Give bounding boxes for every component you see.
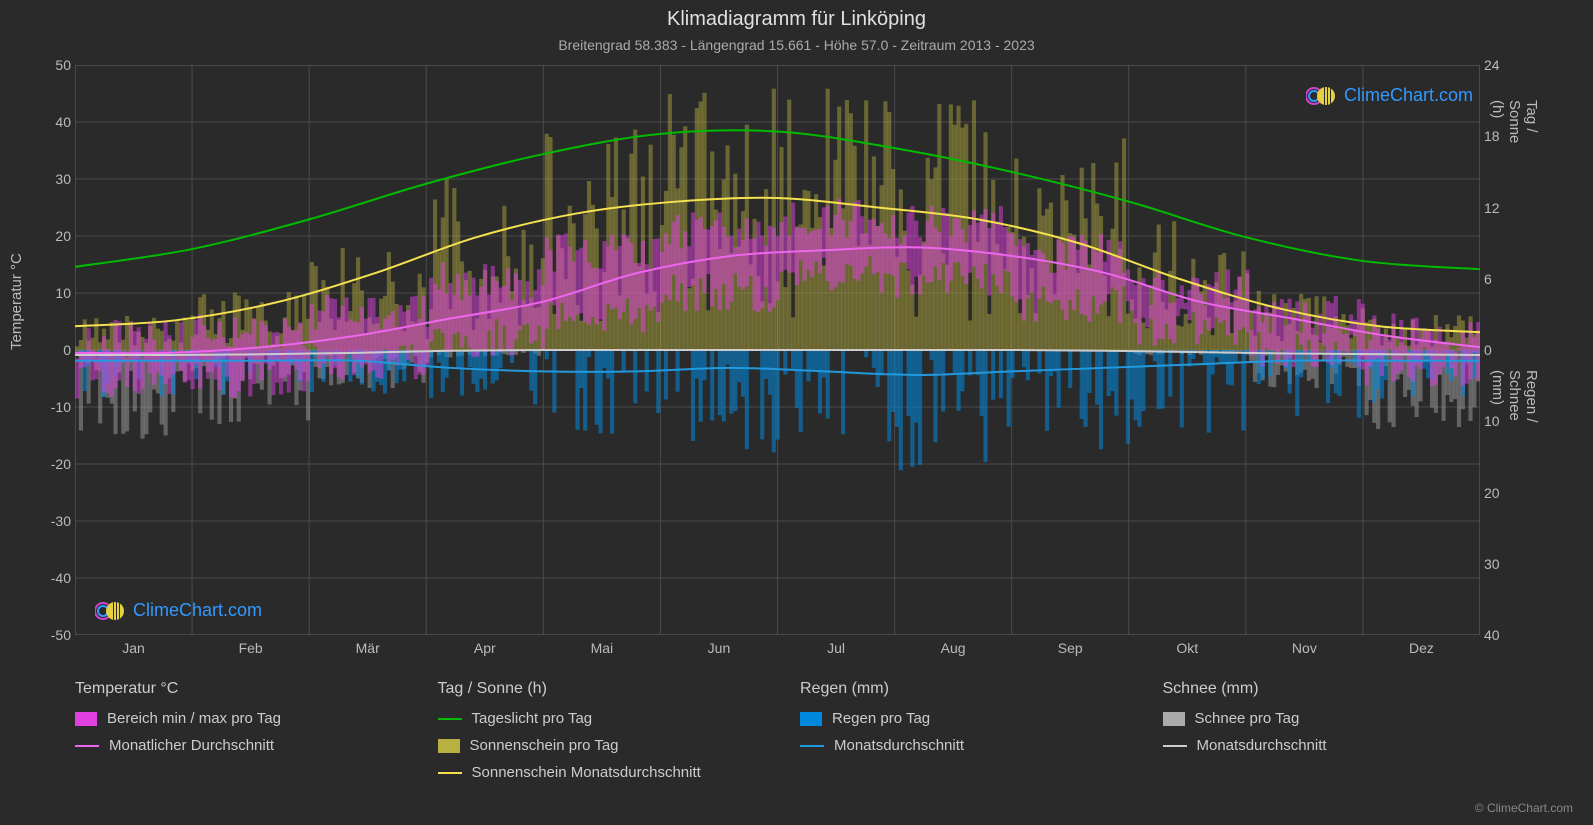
logo-icon bbox=[95, 601, 127, 621]
legend-title: Regen (mm) bbox=[800, 680, 1133, 698]
ytick-left: 50 bbox=[55, 57, 71, 73]
ytick-right-top: 6 bbox=[1484, 271, 1492, 287]
ytick-left: -40 bbox=[51, 570, 71, 586]
watermark-bottom: ClimeChart.com bbox=[95, 600, 262, 621]
ytick-right-top: 18 bbox=[1484, 128, 1500, 144]
chart-title: Klimadiagramm für Linköping bbox=[0, 0, 1593, 31]
legend-swatch bbox=[800, 712, 822, 726]
copyright-text: © ClimeChart.com bbox=[1475, 801, 1573, 815]
ytick-right-top: 12 bbox=[1484, 200, 1500, 216]
watermark-top: ClimeChart.com bbox=[1306, 85, 1473, 106]
legend-item: Tageslicht pro Tag bbox=[438, 710, 771, 727]
xtick-month: Mär bbox=[356, 640, 380, 656]
logo-icon bbox=[1306, 86, 1338, 106]
legend-swatch bbox=[1163, 745, 1187, 747]
ytick-left: 20 bbox=[55, 228, 71, 244]
legend-column: Schnee (mm) Schnee pro Tag Monatsdurchschn… bbox=[1163, 680, 1496, 791]
legend-item: Bereich min / max pro Tag bbox=[75, 710, 408, 727]
ytick-left: -50 bbox=[51, 627, 71, 643]
xtick-month: Mai bbox=[591, 640, 614, 656]
watermark-text: ClimeChart.com bbox=[133, 600, 262, 621]
legend: Temperatur °C Bereich min / max pro Tag Mo… bbox=[75, 680, 1495, 791]
ytick-right-top: 0 bbox=[1484, 342, 1492, 358]
ytick-left: 10 bbox=[55, 285, 71, 301]
xtick-month: Jun bbox=[708, 640, 731, 656]
legend-swatch bbox=[438, 739, 460, 753]
ytick-right-bottom: 10 bbox=[1484, 413, 1500, 429]
legend-label: Monatlicher Durchschnitt bbox=[109, 737, 274, 754]
xtick-month: Dez bbox=[1409, 640, 1434, 656]
legend-title: Temperatur °C bbox=[75, 680, 408, 698]
axis-left-label: Temperatur °C bbox=[8, 253, 25, 350]
legend-column: Regen (mm) Regen pro Tag Monatsdurchschnit… bbox=[800, 680, 1133, 791]
legend-item: Regen pro Tag bbox=[800, 710, 1133, 727]
ytick-left: -10 bbox=[51, 399, 71, 415]
ytick-right-bottom: 40 bbox=[1484, 627, 1500, 643]
legend-item: Monatsdurchschnitt bbox=[1163, 737, 1496, 754]
ytick-right-top: 24 bbox=[1484, 57, 1500, 73]
ytick-left: 40 bbox=[55, 114, 71, 130]
legend-swatch bbox=[75, 745, 99, 747]
xtick-month: Sep bbox=[1058, 640, 1083, 656]
legend-swatch bbox=[800, 745, 824, 747]
legend-label: Schnee pro Tag bbox=[1195, 710, 1300, 727]
legend-swatch bbox=[75, 712, 97, 726]
xtick-month: Aug bbox=[941, 640, 966, 656]
legend-label: Monatsdurchschnitt bbox=[1197, 737, 1327, 754]
x-axis: Jan Feb Mär Apr Mai Jun Jul Aug Sep Okt Nov Dez bbox=[75, 640, 1480, 660]
legend-label: Tageslicht pro Tag bbox=[472, 710, 593, 727]
legend-label: Bereich min / max pro Tag bbox=[107, 710, 281, 727]
legend-item: Schnee pro Tag bbox=[1163, 710, 1496, 727]
legend-item: Monatsdurchschnitt bbox=[800, 737, 1133, 754]
xtick-month: Okt bbox=[1176, 640, 1198, 656]
legend-item: Sonnenschein Monatsdurchschnitt bbox=[438, 764, 771, 781]
ytick-left: 30 bbox=[55, 171, 71, 187]
plot-svg bbox=[75, 65, 1480, 635]
legend-swatch bbox=[438, 718, 462, 720]
legend-swatch bbox=[438, 772, 462, 774]
legend-column: Temperatur °C Bereich min / max pro Tag Mo… bbox=[75, 680, 408, 791]
legend-title: Schnee (mm) bbox=[1163, 680, 1496, 698]
watermark-text: ClimeChart.com bbox=[1344, 85, 1473, 106]
legend-title: Tag / Sonne (h) bbox=[438, 680, 771, 698]
legend-label: Monatsdurchschnitt bbox=[834, 737, 964, 754]
legend-label: Regen pro Tag bbox=[832, 710, 930, 727]
ytick-right-bottom: 30 bbox=[1484, 556, 1500, 572]
y-axis-left: -50-40-30-20-1001020304050 bbox=[40, 65, 75, 635]
ytick-left: -30 bbox=[51, 513, 71, 529]
legend-label: Sonnenschein pro Tag bbox=[470, 737, 619, 754]
legend-label: Sonnenschein Monatsdurchschnitt bbox=[472, 764, 701, 781]
y-axis-right: 0612182410203040 bbox=[1480, 65, 1530, 635]
xtick-month: Jul bbox=[827, 640, 845, 656]
ytick-right-bottom: 20 bbox=[1484, 485, 1500, 501]
xtick-month: Feb bbox=[239, 640, 263, 656]
legend-item: Sonnenschein pro Tag bbox=[438, 737, 771, 754]
xtick-month: Nov bbox=[1292, 640, 1317, 656]
chart-subtitle: Breitengrad 58.383 - Längengrad 15.661 -… bbox=[0, 31, 1593, 53]
ytick-left: 0 bbox=[63, 342, 71, 358]
xtick-month: Jan bbox=[122, 640, 145, 656]
legend-swatch bbox=[1163, 712, 1185, 726]
xtick-month: Apr bbox=[474, 640, 496, 656]
legend-column: Tag / Sonne (h) Tageslicht pro Tag Sonnens… bbox=[438, 680, 771, 791]
chart-plot-area bbox=[75, 65, 1480, 635]
ytick-left: -20 bbox=[51, 456, 71, 472]
legend-item: Monatlicher Durchschnitt bbox=[75, 737, 408, 754]
